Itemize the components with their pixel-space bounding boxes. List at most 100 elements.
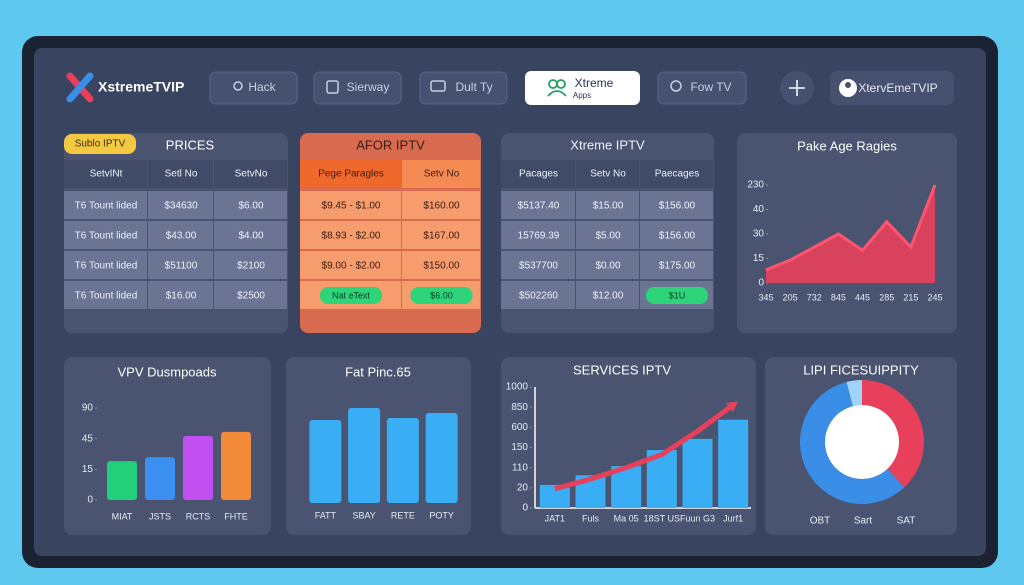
y-tick-label: 230: [747, 180, 764, 191]
x-tick-label: 245: [927, 292, 942, 302]
donut-slice: [862, 380, 924, 488]
y-tick-label: 45: [82, 433, 94, 444]
cell-text: $51100: [165, 261, 198, 272]
header-cell: [300, 160, 401, 188]
tab-bg: [419, 71, 508, 105]
cell-text: $4.00: [238, 231, 263, 242]
cell-text: $2100: [237, 261, 265, 272]
table-cell: [64, 251, 147, 279]
chart-title: Fat Pinc.65: [345, 364, 411, 379]
y-tick-label: 30: [753, 229, 765, 240]
logo[interactable]: XstremeTVIP: [66, 72, 184, 103]
content: Sublo IPTV PRICES SetvINt Setl No SetvNo T6 T…: [64, 134, 943, 527]
table-cell: [64, 221, 147, 249]
chart: VPV Dusmpoads 0 15 45 90 MIAT JSTS RCTS FHTE: [82, 364, 251, 521]
table-cell: [300, 251, 401, 279]
bar: [539, 484, 570, 508]
bar: [718, 419, 749, 508]
x-tick-label: RETE: [391, 510, 415, 520]
tab-sublabel: Apps: [573, 91, 591, 100]
table-cell: [576, 281, 639, 309]
x-tick-label: JAT1: [545, 513, 565, 523]
area: [766, 185, 935, 283]
table-cell: [402, 221, 480, 249]
pill: [646, 287, 708, 304]
table-cell: [501, 221, 575, 249]
y-tick-label: 150: [511, 442, 528, 453]
tab-bg: [313, 71, 402, 105]
badge-bg: [64, 134, 136, 154]
y-tick-label: 110: [512, 462, 528, 473]
y-tick-label: 0: [87, 495, 93, 506]
cell-text: T6 Tount lided: [75, 201, 138, 212]
header-cell: [402, 160, 480, 188]
tab[interactable]: Fow TV: [657, 71, 747, 105]
cell-text: $502260: [519, 291, 558, 302]
chart: SERVICES IPTV 0 20 110 150 600 850 1000 JAT1 Fuls…: [506, 362, 751, 523]
table-cell: [402, 191, 480, 219]
line: [554, 402, 735, 492]
chart-title: Pake Age Ragies: [797, 138, 897, 153]
x-tick-label: Jurf1: [723, 513, 743, 523]
cell-text: $175.00: [659, 261, 696, 272]
table-cell: [576, 221, 639, 249]
bar: [221, 431, 251, 500]
tab[interactable]: Hack: [209, 71, 298, 105]
table-cell: [148, 221, 213, 249]
x-tick-label: Fuls: [582, 513, 600, 523]
cell-text: $150.00: [423, 261, 460, 272]
table-cell: [214, 281, 287, 309]
x-tick-label: 345: [758, 292, 773, 302]
chart-title: LIPI FICESUIPPITY: [803, 362, 919, 377]
legend-label: OBT: [810, 516, 831, 527]
header-cell: [64, 160, 147, 188]
cell-text: $6.00: [238, 201, 263, 212]
x-tick-label: SBAY: [352, 510, 375, 520]
bar: [386, 418, 419, 503]
table-cell: [640, 251, 713, 279]
tab[interactable]: Sierway: [313, 71, 402, 105]
header-cell: [148, 160, 213, 188]
y-tick-label: 0: [522, 503, 528, 514]
cell-text: $167.00: [423, 231, 460, 242]
cell-text: $2500: [237, 291, 265, 302]
donut-hole: [825, 405, 899, 479]
table-cell: [576, 191, 639, 219]
y-tick-label: 40: [753, 204, 765, 215]
table-cell: [64, 191, 147, 219]
chart: Fat Pinc.65 FATT SBAY RETE POTY: [309, 364, 458, 520]
y-tick-label: 1000: [506, 382, 529, 393]
cell-text: T6 Tount lided: [75, 261, 138, 272]
bar: [183, 435, 213, 500]
x-tick-label: Ma 05: [614, 513, 639, 523]
tab-label: Dult Ty: [455, 80, 492, 94]
cell-text: $9.00 - $2.00: [322, 261, 381, 272]
table-cell: [501, 281, 575, 309]
tab[interactable]: Dult Ty: [419, 71, 508, 105]
pill-label: Nat eText: [332, 290, 371, 300]
y-tick-label: 850: [511, 402, 528, 413]
header-label: Pacages: [519, 169, 558, 180]
user-button[interactable]: XtervEmeTVIP: [830, 71, 954, 105]
header-label: Setl No: [165, 169, 198, 180]
bar: [682, 438, 713, 508]
cell-text: $5137.40: [518, 201, 560, 212]
table-cell: [214, 251, 287, 279]
cell-text: 15769.39: [518, 231, 560, 242]
cell-text: $8.93 - $2.00: [322, 231, 381, 242]
add-button[interactable]: [780, 71, 814, 105]
tab-active[interactable]: Xtreme Apps: [525, 71, 640, 105]
tab-icon: [670, 80, 682, 92]
bar: [145, 457, 175, 500]
table-title: Xtreme IPTV: [570, 137, 645, 152]
price-table: Xtreme IPTV Pacages Setv No Paecages $5137.4…: [501, 137, 713, 309]
legend-label: Sart: [854, 516, 873, 527]
header-label: Pege Paragles: [318, 169, 384, 180]
chart: LIPI FICESUIPPITY OBT Sart SAT: [799, 362, 924, 527]
x-tick-label: 205: [783, 292, 798, 302]
tab-bg: [209, 71, 298, 105]
tab-icon: [547, 90, 567, 97]
tab-bg: [657, 71, 747, 105]
table-cell: [640, 221, 713, 249]
x-tick-label: MIAT: [112, 511, 133, 521]
